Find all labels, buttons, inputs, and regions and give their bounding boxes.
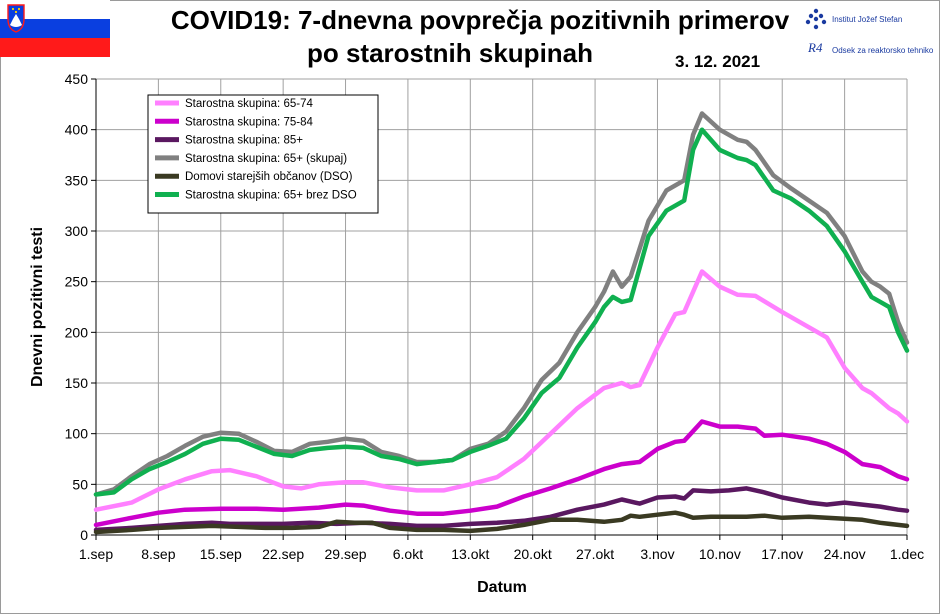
ijs-dots-icon bbox=[805, 8, 827, 30]
x-tick-label: 3.nov bbox=[640, 546, 674, 562]
series-line-starostna-skupina-65plus-skupaj bbox=[93, 111, 910, 497]
department-logo-glyph: R4 bbox=[808, 40, 823, 55]
y-tick-labels: 0 50 100 150 200 250 300 350 400 450 bbox=[65, 71, 89, 543]
flag-stripe-blue bbox=[0, 19, 110, 38]
x-tick-labels: 1.sep 8.sep 15.sep 22.sep 29.sep 6.okt 13.okt 2… bbox=[79, 546, 924, 562]
y-tick-label: 200 bbox=[65, 324, 89, 340]
legend-entry-domovi-starej-ih-ob-anov-dso: Domovi starejših občanov (DSO) bbox=[185, 171, 353, 183]
series-line-starostna-skupina-65plus-brez-dso bbox=[93, 127, 910, 497]
x-tick-label: 17.nov bbox=[761, 546, 803, 562]
legend-entry-starostna-skupina-75-84: Starostna skupina: 75-84 bbox=[185, 116, 313, 128]
y-tick-label: 450 bbox=[65, 71, 89, 87]
legend-entry-starostna-skupina-65-74: Starostna skupina: 65-74 bbox=[185, 98, 313, 110]
legend-entry-starostna-skupina-85plus: Starostna skupina: 85+ bbox=[185, 135, 303, 147]
x-tick-label: 10.nov bbox=[699, 546, 741, 562]
series-lines bbox=[93, 111, 910, 535]
legend-box bbox=[147, 94, 379, 214]
x-tick-label: 20.okt bbox=[514, 546, 552, 562]
x-tick-label: 22.sep bbox=[262, 546, 304, 562]
x-tick-label: 13.okt bbox=[451, 546, 489, 562]
legend-entry-starostna-skupina-65plus-skupaj: Starostna skupina: 65+ (skupaj) bbox=[185, 153, 347, 165]
institute-logo: Institut Jožef Stefan R4 Odsek za reakto… bbox=[800, 6, 940, 62]
flag-stripe-red bbox=[0, 38, 110, 57]
chart-title: COVID19: 7-dnevna povprečja pozitivnih p… bbox=[120, 4, 840, 70]
series-line-domovi-starej-ih-ob-anov-dso bbox=[93, 510, 910, 535]
y-tick-label: 0 bbox=[80, 527, 88, 543]
x-tick-label: 1.dec bbox=[890, 546, 924, 562]
y-tick-label: 400 bbox=[65, 122, 89, 138]
x-tick-label: 8.sep bbox=[141, 546, 175, 562]
y-tick-label: 150 bbox=[65, 375, 89, 391]
legend: Starostna skupina: 65-74 Starostna skupin… bbox=[147, 94, 379, 214]
y-tick-label: 250 bbox=[65, 274, 89, 290]
x-tick-label: 29.sep bbox=[325, 546, 367, 562]
flag-coat-of-arms bbox=[7, 4, 25, 33]
x-tick-label: 15.sep bbox=[200, 546, 242, 562]
chart-title-line1: COVID19: 7-dnevna povprečja pozitivnih p… bbox=[170, 5, 790, 35]
y-tick-label: 100 bbox=[65, 426, 89, 442]
report-date: 3. 12. 2021 bbox=[675, 52, 761, 71]
x-tick-label: 24.nov bbox=[824, 546, 866, 562]
x-axis-title: Datum bbox=[477, 579, 527, 596]
slovenia-flag bbox=[0, 0, 110, 57]
chart-title-line2: po starostnih skupinah bbox=[306, 38, 594, 68]
y-tick-label: 350 bbox=[65, 172, 89, 188]
x-tick-label: 6.okt bbox=[393, 546, 423, 562]
x-tick-label: 1.sep bbox=[79, 546, 113, 562]
y-tick-label: 50 bbox=[72, 476, 88, 492]
series-line-starostna-skupina-75-84 bbox=[93, 419, 910, 528]
flag-stripe-white bbox=[0, 0, 110, 19]
x-tick-label: 27.okt bbox=[576, 546, 614, 562]
institute-name: Institut Jožef Stefan bbox=[832, 15, 903, 24]
series-line-starostna-skupina-85plus bbox=[93, 486, 910, 533]
department-name: Odsek za reaktorsko tehniko bbox=[832, 46, 934, 55]
y-tick-label: 300 bbox=[65, 223, 89, 239]
legend-entry-starostna-skupina-65plus-brez-dso: Starostna skupina: 65+ brez DSO bbox=[185, 190, 357, 202]
series-line-starostna-skupina-65-74 bbox=[93, 269, 910, 512]
axes bbox=[95, 79, 907, 536]
y-axis-title: Dnevni pozitivni testi bbox=[29, 227, 46, 387]
